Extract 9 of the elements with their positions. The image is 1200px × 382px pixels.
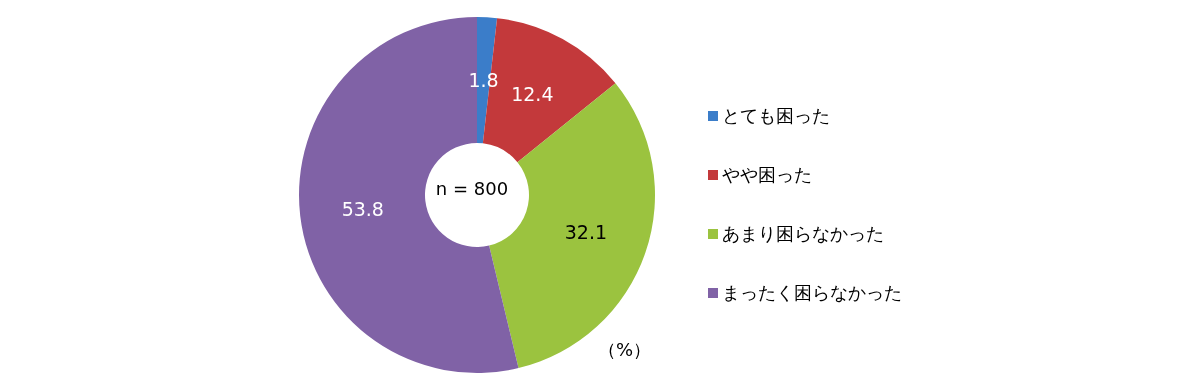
legend-label: とても困った <box>722 103 830 128</box>
text: （%） <box>598 338 652 362</box>
legend-label: やや困った <box>722 162 812 187</box>
data-label: 12.4 <box>511 83 554 106</box>
data-label: 53.8 <box>341 197 384 220</box>
text: n = 800 <box>434 178 510 199</box>
legend-label: あまり困らなかった <box>722 221 884 246</box>
data-label: 32.1 <box>564 221 608 244</box>
legend-label: まったく困らなかった <box>722 280 902 305</box>
